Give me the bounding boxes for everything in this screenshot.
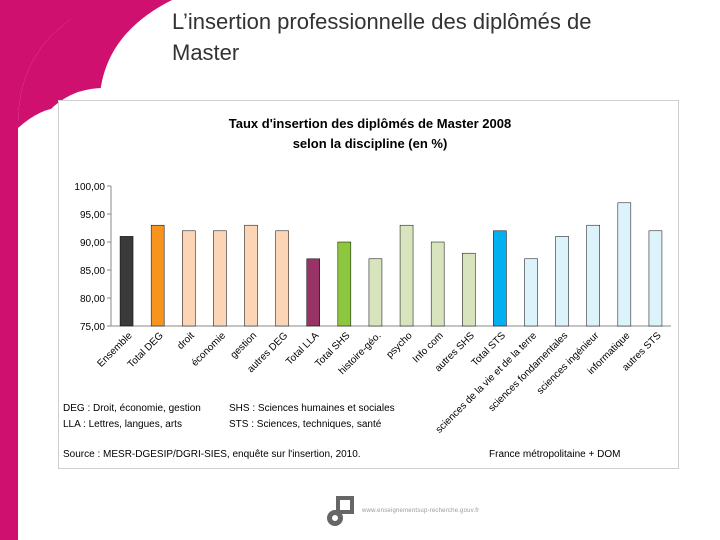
bar-total-deg [150,224,165,327]
bar-total-shs [337,241,352,327]
bar-total-lla [306,258,320,327]
chart-scope: France métropolitaine + DOM [489,449,620,460]
legend-lla: LLA : Lettres, langues, arts [63,419,182,430]
bar-sciences-fondamentales [555,236,569,327]
x-tick-label: psycho [384,330,414,360]
slide-title: L’insertion professionnelle des diplômés… [172,6,692,68]
ministry-logo-icon [327,496,354,526]
bar-info-com [430,241,445,327]
x-tick-label: gestion [229,330,260,361]
bar-gestion [244,224,258,327]
bar-informatique [617,202,632,327]
y-tick-label: 85,00 [80,266,105,277]
chart-title-line2: selon la discipline (en %) [293,136,448,151]
chart-bars [119,202,663,327]
bar-chart: Taux d'insertion des diplômés de Master … [63,116,671,460]
y-tick-label: 95,00 [80,210,105,221]
legend-shs: SHS : Sciences humaines et sociales [229,403,395,414]
bar-autres-deg [275,230,289,327]
magenta-arc-band [17,0,173,128]
x-tick-label: droit [175,330,197,352]
bar--conomie [213,230,227,327]
magenta-corner-shape [0,0,108,540]
slide-title-line2: Master [172,40,240,65]
bar-sciences-de-la-vie-et-de-la-terre [524,258,538,327]
y-tick-label: 90,00 [80,238,105,249]
bar-total-sts [493,230,507,327]
legend-sts: STS : Sciences, techniques, santé [229,419,382,430]
bar-ensemble [119,236,134,327]
chart-frame: Taux d'insertion des diplômés de Master … [58,100,679,469]
slide-title-line1: L’insertion professionnelle des diplômés… [172,9,592,34]
bar-histoire-g-o- [368,258,383,327]
chart-axes: 75,00 80,00 85,00 90,00 95,00 100,00 [74,182,671,333]
bar-psycho [399,224,414,327]
x-tick-label: économie [190,330,229,369]
legend-deg: DEG : Droit, économie, gestion [63,403,201,414]
chart-source: Source : MESR-DGESIP/DGRI-SIES, enquête … [63,449,361,460]
bar-sciences-ing-nieur [586,224,600,327]
bar-autres-sts [648,230,663,327]
y-tick-label: 100,00 [74,182,105,193]
y-tick-label: 80,00 [80,294,105,305]
footer-url: www.enseignementsup-recherche.gouv.fr [362,508,480,514]
bar-autres-shs [462,252,476,327]
y-tick-label: 75,00 [80,322,105,333]
magenta-inner-curve [30,0,172,90]
chart-title-line1: Taux d'insertion des diplômés de Master … [229,116,511,131]
bar-droit [182,230,196,327]
